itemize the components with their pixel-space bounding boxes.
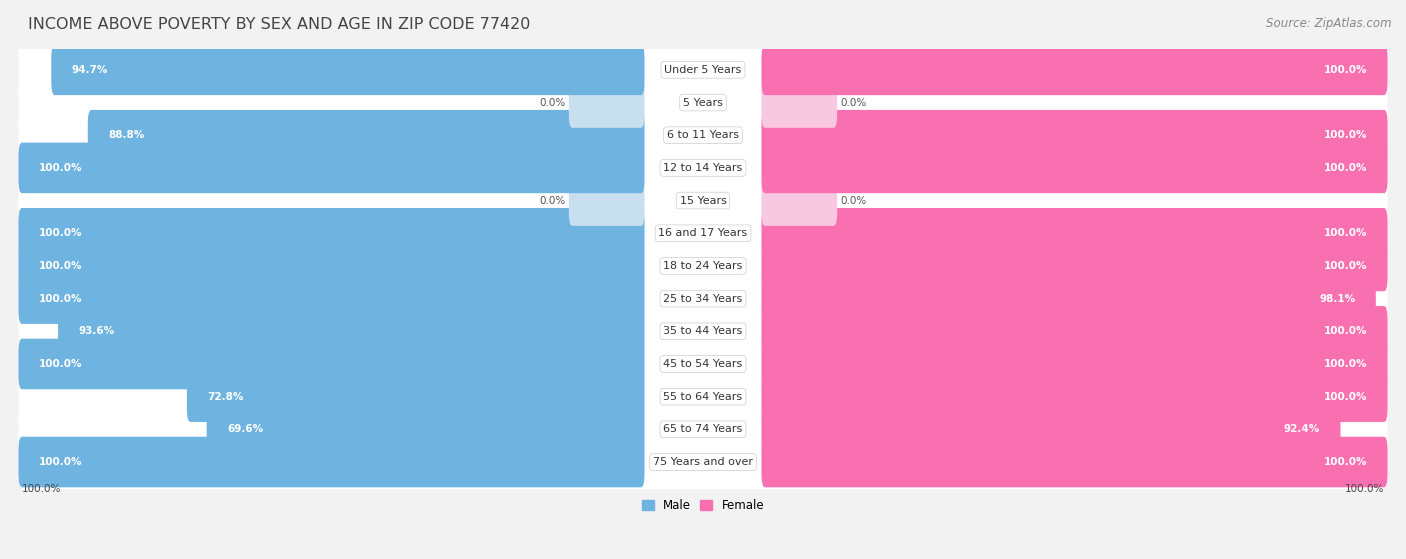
Text: 45 to 54 Years: 45 to 54 Years — [664, 359, 742, 369]
Text: 69.6%: 69.6% — [228, 424, 263, 434]
FancyBboxPatch shape — [762, 110, 1388, 160]
Text: 100.0%: 100.0% — [1323, 228, 1367, 238]
FancyBboxPatch shape — [18, 402, 1388, 457]
Text: Source: ZipAtlas.com: Source: ZipAtlas.com — [1267, 17, 1392, 30]
FancyBboxPatch shape — [762, 77, 837, 128]
Text: 100.0%: 100.0% — [1323, 359, 1367, 369]
Text: 100.0%: 100.0% — [1323, 163, 1367, 173]
FancyBboxPatch shape — [18, 239, 1388, 293]
FancyBboxPatch shape — [18, 240, 644, 291]
FancyBboxPatch shape — [762, 208, 1388, 259]
FancyBboxPatch shape — [18, 304, 1388, 358]
FancyBboxPatch shape — [18, 75, 1388, 130]
Text: 100.0%: 100.0% — [39, 359, 83, 369]
FancyBboxPatch shape — [762, 306, 1388, 357]
FancyBboxPatch shape — [762, 339, 1388, 389]
FancyBboxPatch shape — [18, 208, 644, 259]
Text: 94.7%: 94.7% — [72, 65, 108, 75]
Text: 100.0%: 100.0% — [1323, 261, 1367, 271]
Text: 25 to 34 Years: 25 to 34 Years — [664, 293, 742, 304]
FancyBboxPatch shape — [18, 369, 1388, 424]
FancyBboxPatch shape — [569, 176, 644, 226]
FancyBboxPatch shape — [762, 45, 1388, 95]
FancyBboxPatch shape — [762, 240, 1388, 291]
Text: Under 5 Years: Under 5 Years — [665, 65, 741, 75]
FancyBboxPatch shape — [18, 206, 1388, 260]
FancyBboxPatch shape — [18, 143, 644, 193]
Text: 55 to 64 Years: 55 to 64 Years — [664, 392, 742, 402]
Text: 100.0%: 100.0% — [39, 261, 83, 271]
FancyBboxPatch shape — [18, 42, 1388, 97]
Text: 100.0%: 100.0% — [1323, 392, 1367, 402]
FancyBboxPatch shape — [51, 45, 644, 95]
FancyBboxPatch shape — [58, 306, 644, 357]
Text: 72.8%: 72.8% — [208, 392, 243, 402]
FancyBboxPatch shape — [762, 437, 1388, 487]
Text: 100.0%: 100.0% — [1323, 130, 1367, 140]
Text: 0.0%: 0.0% — [841, 97, 868, 107]
Text: 100.0%: 100.0% — [39, 228, 83, 238]
FancyBboxPatch shape — [762, 404, 1340, 454]
Text: 75 Years and over: 75 Years and over — [652, 457, 754, 467]
FancyBboxPatch shape — [18, 271, 1388, 326]
FancyBboxPatch shape — [187, 371, 644, 422]
Text: 0.0%: 0.0% — [841, 196, 868, 206]
FancyBboxPatch shape — [762, 371, 1388, 422]
Text: 92.4%: 92.4% — [1284, 424, 1320, 434]
Text: 6 to 11 Years: 6 to 11 Years — [666, 130, 740, 140]
Text: 35 to 44 Years: 35 to 44 Years — [664, 326, 742, 337]
Text: 15 Years: 15 Years — [679, 196, 727, 206]
Text: 0.0%: 0.0% — [538, 97, 565, 107]
Text: 100.0%: 100.0% — [1344, 484, 1384, 494]
Text: 5 Years: 5 Years — [683, 97, 723, 107]
FancyBboxPatch shape — [18, 435, 1388, 489]
FancyBboxPatch shape — [18, 339, 644, 389]
Text: 0.0%: 0.0% — [538, 196, 565, 206]
Text: 100.0%: 100.0% — [39, 163, 83, 173]
Text: 88.8%: 88.8% — [108, 130, 145, 140]
Text: 93.6%: 93.6% — [79, 326, 115, 337]
FancyBboxPatch shape — [18, 273, 644, 324]
Text: 100.0%: 100.0% — [1323, 326, 1367, 337]
Text: 98.1%: 98.1% — [1319, 293, 1355, 304]
FancyBboxPatch shape — [762, 273, 1376, 324]
Text: 100.0%: 100.0% — [1323, 457, 1367, 467]
FancyBboxPatch shape — [18, 173, 1388, 228]
FancyBboxPatch shape — [207, 404, 644, 454]
FancyBboxPatch shape — [569, 77, 644, 128]
Text: 18 to 24 Years: 18 to 24 Years — [664, 261, 742, 271]
Text: 65 to 74 Years: 65 to 74 Years — [664, 424, 742, 434]
FancyBboxPatch shape — [18, 437, 644, 487]
FancyBboxPatch shape — [18, 108, 1388, 163]
FancyBboxPatch shape — [762, 143, 1388, 193]
FancyBboxPatch shape — [87, 110, 644, 160]
FancyBboxPatch shape — [762, 176, 837, 226]
Text: INCOME ABOVE POVERTY BY SEX AND AGE IN ZIP CODE 77420: INCOME ABOVE POVERTY BY SEX AND AGE IN Z… — [28, 17, 530, 32]
Text: 16 and 17 Years: 16 and 17 Years — [658, 228, 748, 238]
FancyBboxPatch shape — [18, 141, 1388, 195]
Text: 100.0%: 100.0% — [22, 484, 62, 494]
FancyBboxPatch shape — [18, 337, 1388, 391]
Text: 100.0%: 100.0% — [39, 457, 83, 467]
Text: 100.0%: 100.0% — [1323, 65, 1367, 75]
Text: 100.0%: 100.0% — [39, 293, 83, 304]
Text: 12 to 14 Years: 12 to 14 Years — [664, 163, 742, 173]
Legend: Male, Female: Male, Female — [637, 495, 769, 517]
